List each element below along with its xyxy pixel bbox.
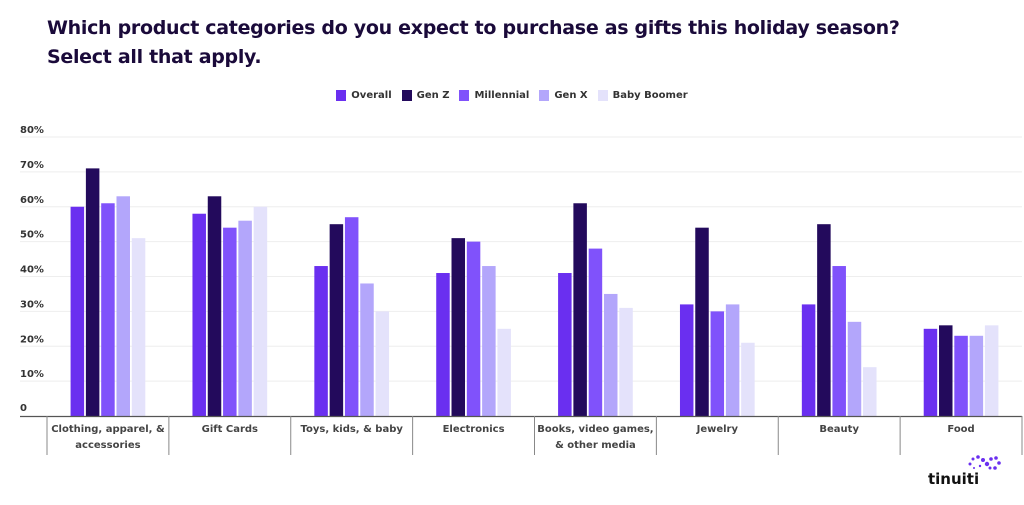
legend-swatch	[597, 90, 608, 101]
bar	[223, 227, 237, 416]
bar	[923, 328, 938, 416]
bar	[573, 203, 587, 416]
bar	[466, 241, 481, 416]
bar	[329, 224, 344, 416]
x-tick-label: Food	[947, 424, 974, 435]
x-tick-label: Books, video games,	[537, 424, 653, 435]
bar	[588, 248, 603, 416]
legend-swatch	[459, 90, 470, 101]
x-tick-label: Clothing, apparel, &	[51, 424, 165, 435]
x-tick-label: Gift Cards	[202, 424, 258, 435]
chart-title: Which product categories do you expect t…	[47, 14, 900, 72]
bar	[436, 273, 450, 416]
y-tick-label: 0	[20, 403, 27, 414]
bar	[192, 213, 206, 416]
bar	[801, 304, 816, 416]
legend-label: Gen X	[554, 90, 588, 101]
bar	[375, 311, 390, 416]
legend-swatch	[336, 90, 347, 101]
x-tick-label: & other media	[555, 440, 636, 451]
bar	[741, 342, 755, 416]
bar	[969, 335, 984, 416]
bar	[131, 238, 146, 416]
y-tick-label: 80%	[20, 125, 44, 136]
bar	[482, 266, 496, 416]
bar	[619, 307, 633, 416]
legend: Overall Gen Z Millennial Gen X Baby Boomer	[0, 90, 1024, 101]
bar	[451, 238, 466, 416]
brand-name: tinuiti	[928, 470, 980, 488]
bar	[70, 206, 85, 416]
y-tick-label: 10%	[20, 369, 44, 380]
x-tick-label: accessories	[75, 440, 140, 451]
legend-item: Gen X	[539, 90, 588, 101]
y-tick-label: 60%	[20, 195, 44, 206]
bar	[863, 367, 877, 416]
bar	[360, 283, 374, 416]
bar	[710, 311, 725, 416]
bar	[116, 196, 130, 416]
bar	[817, 224, 831, 416]
legend-item: Baby Boomer	[597, 90, 688, 101]
bar	[85, 168, 100, 416]
bar	[984, 325, 999, 416]
chart-subtitle: Select all that apply.	[47, 46, 262, 68]
y-tick-label: 50%	[20, 230, 44, 241]
bar	[344, 217, 359, 416]
legend-item: Gen Z	[401, 90, 450, 101]
bar	[725, 304, 740, 416]
bar	[954, 335, 968, 416]
infinity-dots-icon	[968, 455, 1001, 470]
legend-item: Millennial	[459, 90, 529, 101]
bar	[253, 206, 268, 416]
legend-item: Overall	[336, 90, 392, 101]
bar	[314, 266, 328, 416]
y-tick-label: 70%	[20, 160, 44, 171]
x-tick-label: Electronics	[443, 424, 505, 435]
x-tick-label: Beauty	[819, 424, 859, 435]
legend-swatch	[401, 90, 412, 101]
x-tick-label: Toys, kids, & baby	[301, 424, 404, 435]
bar	[603, 293, 618, 416]
y-tick-label: 30%	[20, 299, 44, 310]
y-tick-label: 20%	[20, 334, 44, 345]
bar	[832, 266, 846, 416]
legend-label: Gen Z	[416, 90, 450, 101]
bar	[207, 196, 222, 416]
bar	[238, 220, 252, 416]
bar	[558, 273, 572, 416]
legend-label: Overall	[351, 90, 392, 101]
bar	[679, 304, 694, 416]
legend-label: Millennial	[474, 90, 530, 101]
y-tick-label: 40%	[20, 265, 44, 276]
bar	[695, 227, 709, 416]
bar	[847, 321, 862, 416]
tinuiti-logo: tinuiti	[928, 455, 1001, 488]
x-tick-label: Jewelry	[696, 424, 739, 435]
legend-label: Baby Boomer	[612, 90, 688, 101]
bar	[939, 325, 953, 416]
bar	[497, 328, 511, 416]
chart-title-line1: Which product categories do you expect t…	[47, 17, 900, 39]
bar	[101, 203, 115, 416]
legend-swatch	[539, 90, 550, 101]
